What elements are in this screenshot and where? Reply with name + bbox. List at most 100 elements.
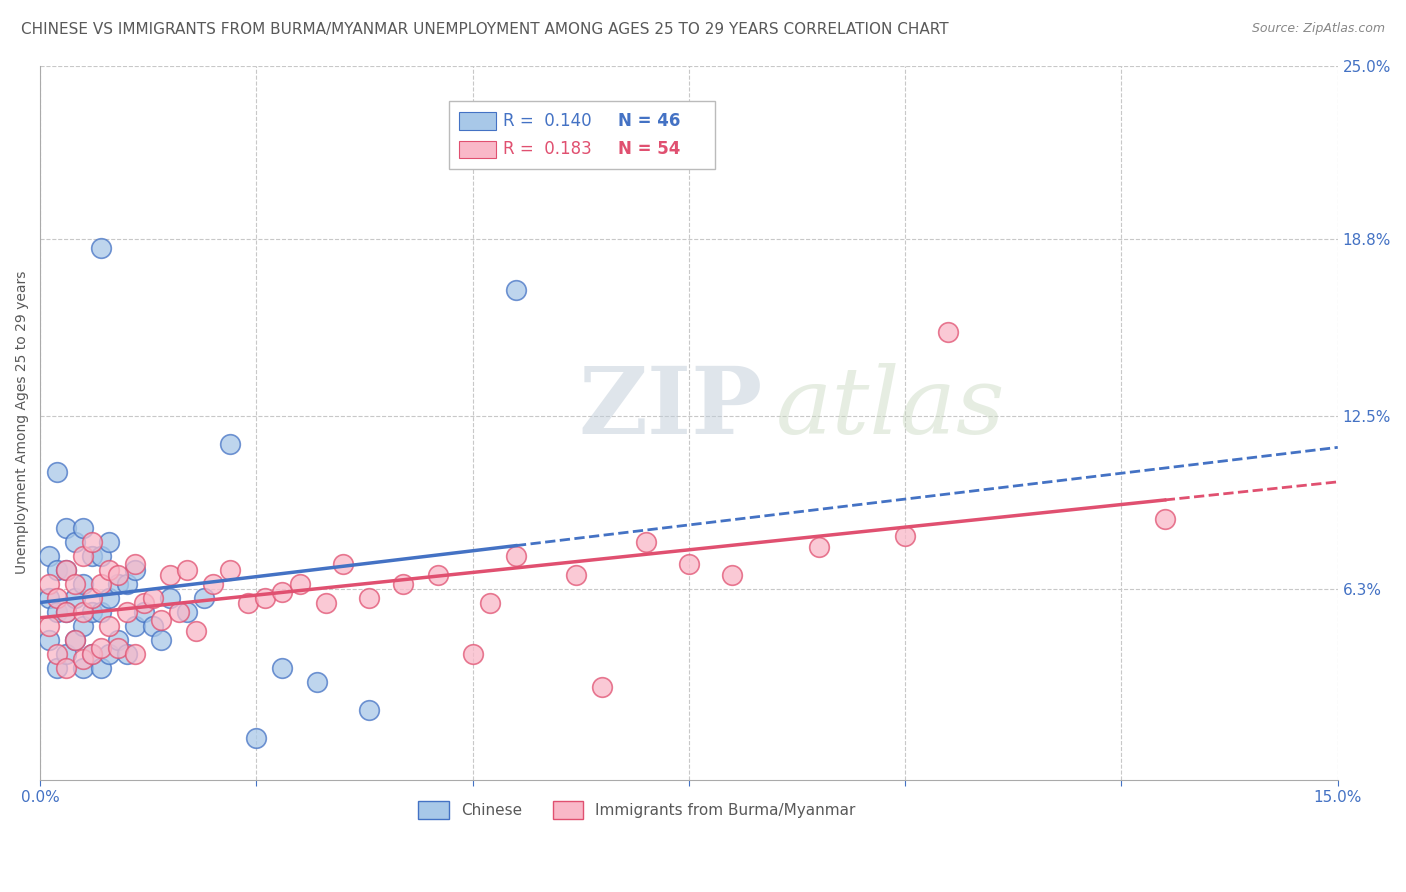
Point <box>63 534 86 549</box>
Point <box>63 576 86 591</box>
Point <box>315 596 337 610</box>
Point <box>142 591 165 605</box>
Point <box>236 596 259 610</box>
Point <box>107 640 129 655</box>
Point <box>392 576 415 591</box>
Point <box>219 563 242 577</box>
Point <box>38 632 60 647</box>
Point <box>124 618 146 632</box>
Point <box>505 283 527 297</box>
Point <box>55 605 77 619</box>
Point <box>90 660 112 674</box>
Point <box>271 585 294 599</box>
Point <box>938 325 960 339</box>
Point <box>202 576 225 591</box>
Point <box>184 624 207 639</box>
Point <box>46 465 69 479</box>
Point <box>55 563 77 577</box>
Point <box>38 549 60 563</box>
Point <box>90 576 112 591</box>
Point <box>271 660 294 674</box>
Point <box>150 632 173 647</box>
Point <box>98 618 121 632</box>
Point <box>46 605 69 619</box>
Point <box>72 652 94 666</box>
Point <box>72 605 94 619</box>
FancyBboxPatch shape <box>460 141 495 159</box>
Point <box>107 632 129 647</box>
Point <box>254 591 277 605</box>
Point <box>245 731 267 745</box>
Point <box>80 647 103 661</box>
Point <box>124 647 146 661</box>
Point <box>159 591 181 605</box>
Point <box>150 613 173 627</box>
Point <box>807 540 830 554</box>
Point <box>219 436 242 450</box>
Point <box>678 557 700 571</box>
Point <box>98 591 121 605</box>
Point <box>90 640 112 655</box>
Text: R =  0.140: R = 0.140 <box>503 112 592 129</box>
Point <box>72 520 94 534</box>
Point <box>305 674 328 689</box>
Text: N = 54: N = 54 <box>617 140 681 158</box>
Point <box>63 632 86 647</box>
Point <box>634 534 657 549</box>
Point <box>72 618 94 632</box>
Point <box>591 680 613 694</box>
Point <box>46 647 69 661</box>
Point <box>478 596 501 610</box>
FancyBboxPatch shape <box>449 102 714 169</box>
Point <box>55 520 77 534</box>
Point <box>38 591 60 605</box>
Text: R =  0.183: R = 0.183 <box>503 140 592 158</box>
Text: ZIP: ZIP <box>579 363 763 453</box>
Point <box>80 534 103 549</box>
Point <box>461 647 484 661</box>
Point <box>55 563 77 577</box>
Point <box>90 241 112 255</box>
Point <box>46 591 69 605</box>
Point <box>107 568 129 582</box>
Point <box>98 647 121 661</box>
Point <box>55 605 77 619</box>
Legend: Chinese, Immigrants from Burma/Myanmar: Chinese, Immigrants from Burma/Myanmar <box>412 795 862 825</box>
Point <box>72 549 94 563</box>
Point <box>427 568 450 582</box>
Point <box>72 576 94 591</box>
Point <box>124 563 146 577</box>
Point <box>132 605 155 619</box>
Point <box>124 557 146 571</box>
Point <box>1153 512 1175 526</box>
Point <box>176 605 198 619</box>
Point <box>63 591 86 605</box>
Point <box>115 605 138 619</box>
Point <box>357 591 380 605</box>
Point <box>505 549 527 563</box>
Point <box>288 576 311 591</box>
Point <box>98 534 121 549</box>
Point <box>38 618 60 632</box>
Point <box>565 568 588 582</box>
Point <box>115 647 138 661</box>
Point <box>38 576 60 591</box>
Point <box>159 568 181 582</box>
Point <box>55 660 77 674</box>
Text: Source: ZipAtlas.com: Source: ZipAtlas.com <box>1251 22 1385 36</box>
Point <box>80 591 103 605</box>
Point <box>90 605 112 619</box>
Point <box>721 568 744 582</box>
Point <box>72 660 94 674</box>
Point <box>98 563 121 577</box>
Point <box>332 557 354 571</box>
Text: atlas: atlas <box>776 363 1005 453</box>
FancyBboxPatch shape <box>460 112 495 130</box>
Point <box>357 703 380 717</box>
Point <box>115 576 138 591</box>
Point <box>167 605 190 619</box>
Y-axis label: Unemployment Among Ages 25 to 29 years: Unemployment Among Ages 25 to 29 years <box>15 271 30 574</box>
Text: N = 46: N = 46 <box>617 112 681 129</box>
Point <box>107 576 129 591</box>
Point <box>80 647 103 661</box>
